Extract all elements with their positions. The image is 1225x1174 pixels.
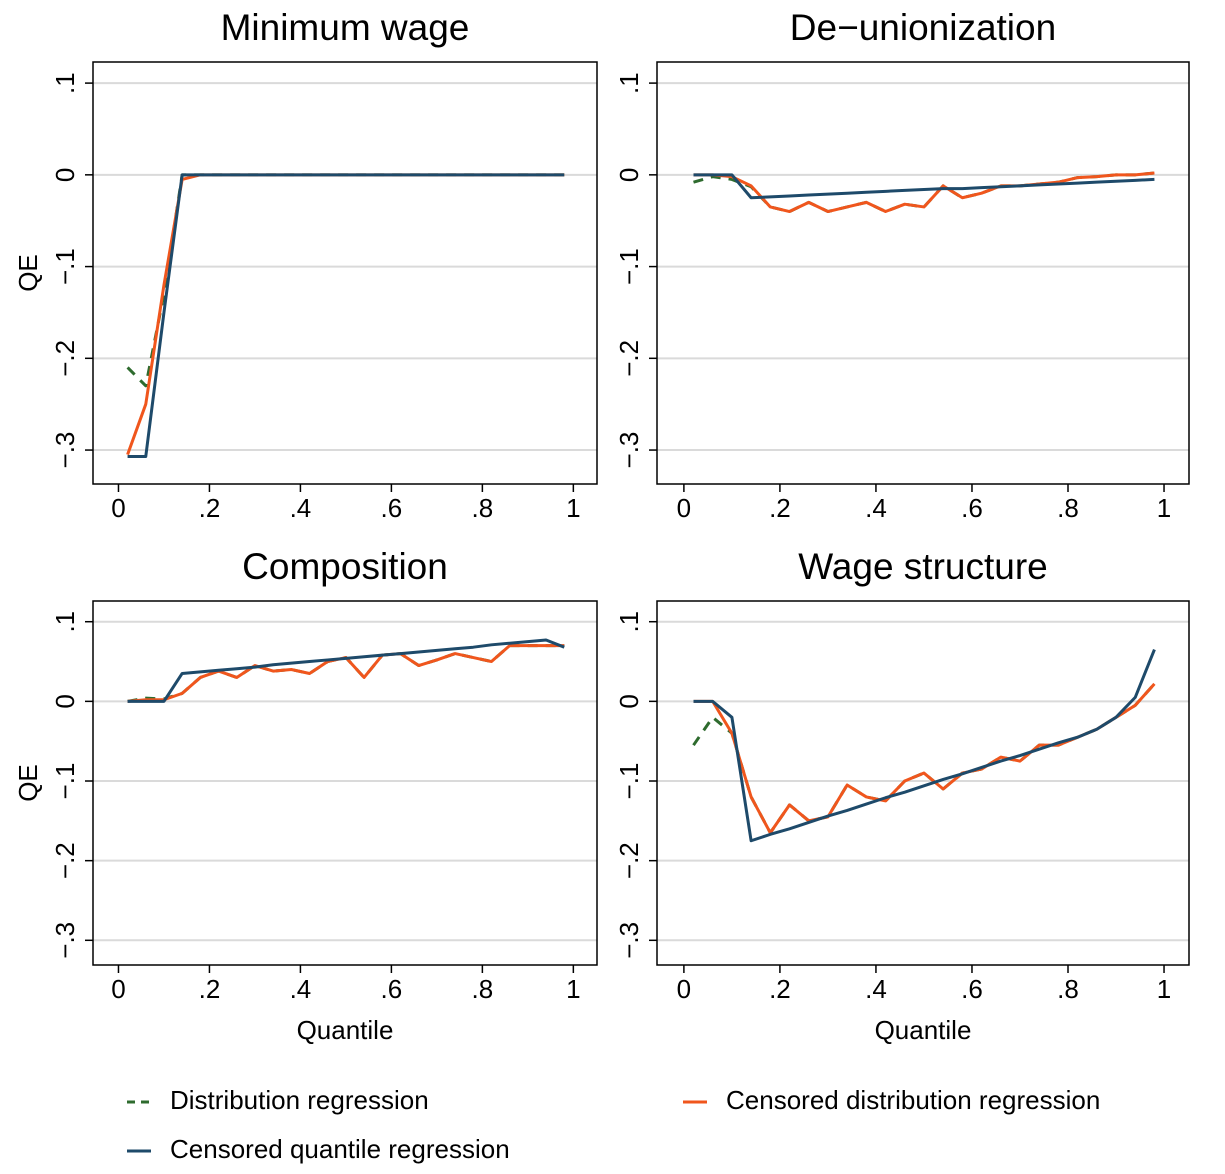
x-tick-label: .2 [199,493,221,523]
plot-frame [92,61,598,485]
y-tick-label: −.1 [50,763,80,800]
panel-title: Wage structure [798,546,1048,587]
y-tick-label: .1 [50,611,80,633]
x-axis-label: Quantile [297,1015,394,1045]
x-tick-label: 1 [1157,974,1171,1004]
x-tick-label: 0 [677,974,691,1004]
y-tick-label: −.3 [614,432,644,469]
series-line [693,649,1156,843]
y-tick-label: −.2 [50,842,80,879]
series-line [127,638,565,703]
legend-label: Censored quantile regression [170,1134,510,1164]
y-tick-label: −.2 [50,340,80,377]
y-tick-label: −.2 [614,842,644,879]
x-axis-label: Quantile [875,1015,972,1045]
plot-frame [656,61,1190,485]
plot-frame [656,600,1190,966]
x-tick-label: .4 [290,974,312,1004]
x-tick-label: .2 [199,974,221,1004]
series-line [693,171,1155,214]
y-tick-label: 0 [50,168,80,182]
x-tick-label: 1 [566,974,580,1004]
y-axis-label: QE [13,254,43,292]
panel-title: Minimum wage [221,7,470,48]
panel-title: Composition [242,546,448,587]
series-line [693,682,1156,835]
y-tick-label: −.3 [614,922,644,959]
y-tick-label: −.1 [614,248,644,285]
series-line [126,173,565,456]
x-tick-label: .8 [1057,974,1079,1004]
x-tick-label: .6 [961,974,983,1004]
x-tick-label: 0 [111,493,125,523]
x-tick-label: 0 [677,493,691,523]
plot-frame [92,600,598,966]
x-tick-label: .4 [290,493,312,523]
x-tick-label: .6 [381,493,403,523]
y-tick-label: −.3 [50,922,80,959]
y-tick-label: −.3 [50,432,80,469]
y-tick-label: 0 [614,168,644,182]
y-axis-label: QE [13,764,43,802]
x-tick-label: 1 [1157,493,1171,523]
y-tick-label: −.1 [50,248,80,285]
y-tick-label: 0 [614,694,644,708]
series-line [693,173,1155,200]
legend-label: Distribution regression [170,1085,429,1115]
y-tick-label: .1 [614,72,644,94]
x-tick-label: .6 [381,974,403,1004]
y-tick-label: .1 [614,611,644,633]
y-tick-label: −.1 [614,763,644,800]
y-tick-label: −.2 [614,340,644,377]
x-tick-label: .2 [769,493,791,523]
x-tick-label: .4 [865,974,887,1004]
panel-title: De−unionization [790,7,1056,48]
legend-label: Censored distribution regression [726,1085,1100,1115]
y-tick-label: 0 [50,694,80,708]
x-tick-label: .4 [865,493,887,523]
series-line [127,173,565,458]
x-tick-label: .8 [1057,493,1079,523]
x-tick-label: .6 [961,493,983,523]
series-line [692,682,1156,835]
series-line [126,173,565,388]
x-tick-label: .8 [472,493,494,523]
y-tick-label: .1 [50,72,80,94]
x-tick-label: 0 [111,974,125,1004]
x-tick-label: 1 [566,493,580,523]
x-tick-label: .2 [769,974,791,1004]
x-tick-label: .8 [472,974,494,1004]
